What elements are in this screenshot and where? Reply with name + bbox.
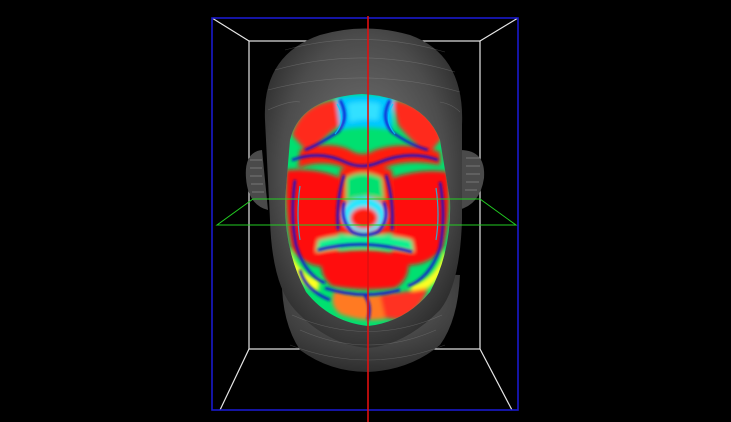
bounding-box-front xyxy=(211,17,519,411)
horizontal-plane xyxy=(215,198,518,226)
ears xyxy=(245,150,485,210)
curvature-heatmap xyxy=(284,94,451,326)
contour-lines xyxy=(291,99,445,321)
